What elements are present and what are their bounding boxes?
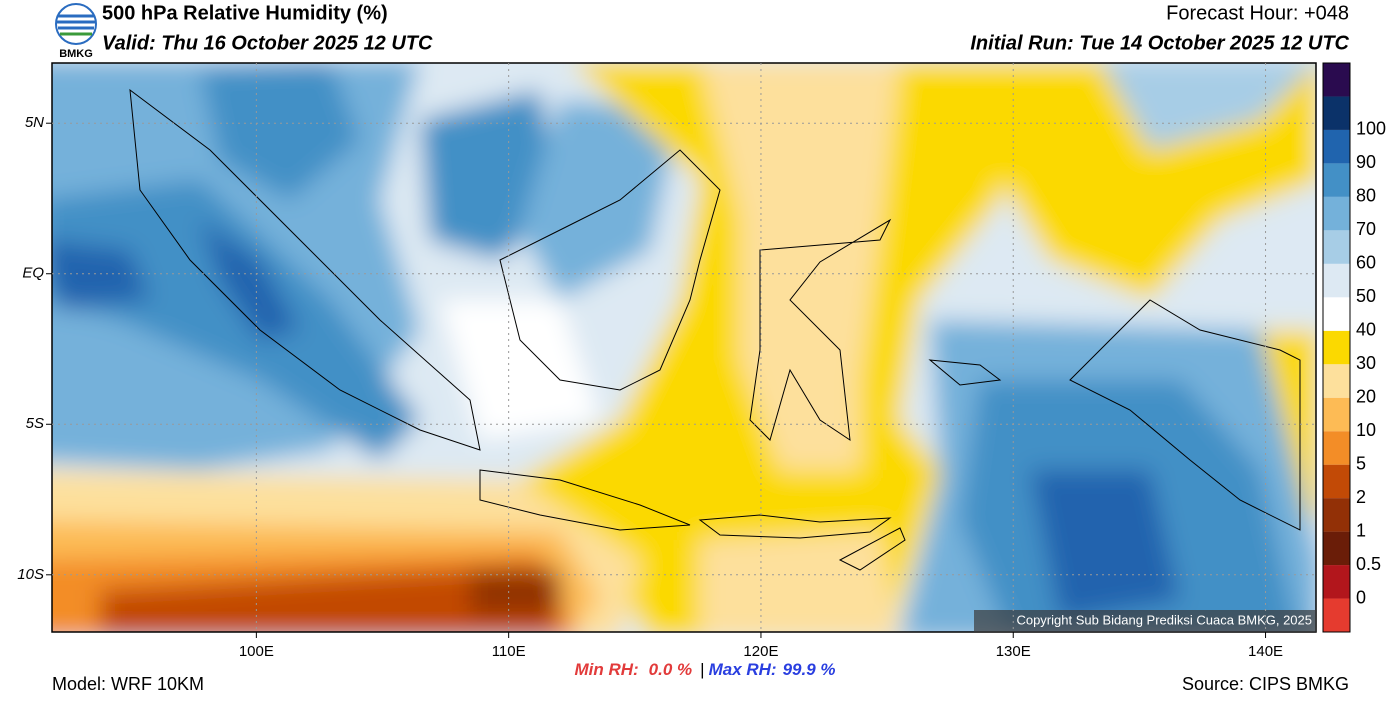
- y-tick-label: EQ: [22, 265, 44, 282]
- copyright: Copyright Sub Bidang Prediksi Cuaca BMKG…: [1016, 612, 1312, 627]
- colorbar-bin: [1323, 431, 1350, 465]
- colorbar-bin: [1323, 63, 1350, 97]
- min-label: Min RH:: [574, 660, 638, 679]
- colorbar-bin: [1323, 96, 1350, 130]
- colorbar-bin: [1323, 565, 1350, 599]
- colorbar-bin: [1323, 397, 1350, 432]
- humidity-area: [470, 570, 560, 615]
- humidity-area: [200, 63, 360, 200]
- logo: BMKG: [55, 3, 97, 60]
- humidity-area: [440, 300, 600, 440]
- x-tick-label: 130E: [996, 643, 1031, 660]
- colorbar-label: 40: [1356, 320, 1376, 340]
- colorbar-label: 100: [1356, 119, 1386, 139]
- colorbar-label: 60: [1356, 253, 1376, 273]
- colorbar-label: 1: [1356, 520, 1366, 540]
- humidity-area: [1101, 63, 1316, 150]
- colorbar-label: 80: [1356, 186, 1376, 206]
- colorbar-label: 70: [1356, 219, 1376, 239]
- colorbar-bin: [1323, 297, 1350, 331]
- colorbar-bin: [1323, 163, 1350, 197]
- colorbar-label: 0: [1356, 587, 1366, 607]
- colorbar-bin: [1323, 230, 1350, 264]
- colorbar-label: 2: [1356, 487, 1366, 507]
- source: Source: CIPS BMKG: [1182, 674, 1349, 694]
- separator: |: [700, 660, 704, 679]
- colorbar-label: 0.5: [1356, 554, 1381, 574]
- y-tick-label: 10S: [17, 566, 44, 583]
- initial-run: Initial Run: Tue 14 October 2025 12 UTC: [970, 32, 1349, 54]
- humidity-area: [200, 220, 300, 340]
- x-tick-label: 110E: [492, 643, 526, 660]
- y-tick-label: 5S: [26, 415, 44, 432]
- colorbar-label: 20: [1356, 386, 1376, 406]
- humidity-area: [1030, 470, 1180, 620]
- colorbar-label: 5: [1356, 453, 1366, 473]
- x-tick-label: 140E: [1248, 643, 1283, 660]
- humidity-area: [520, 100, 680, 300]
- coastlines: [129, 88, 1301, 571]
- copyright-box: [974, 610, 1316, 632]
- title: 500 hPa Relative Humidity (%): [102, 2, 388, 24]
- min-value: 0.0 %: [649, 660, 692, 679]
- colorbar-frame: [1322, 62, 1351, 633]
- humidity-area: [700, 530, 899, 632]
- x-tick-label: 120E: [743, 643, 778, 660]
- forecast-hour: Forecast Hour: +048: [1166, 2, 1349, 24]
- colorbar-bin: [1323, 330, 1350, 365]
- colorbar-bin: [1323, 531, 1350, 566]
- logo-text: BMKG: [59, 48, 93, 60]
- humidity-area: [52, 241, 150, 310]
- humidity-area: [700, 63, 900, 470]
- max-value: 99.9 %: [783, 660, 836, 679]
- colorbar-bin: [1323, 129, 1350, 164]
- colorbar-label: 30: [1356, 353, 1376, 373]
- humidity-area: [100, 565, 558, 632]
- model: Model: WRF 10KM: [52, 674, 204, 694]
- colorbar-bin: [1323, 598, 1350, 632]
- colorbar-bin: [1323, 464, 1350, 499]
- colorbar-bin: [1323, 364, 1350, 398]
- colorbar-bin: [1323, 263, 1350, 298]
- y-tick-label: 5N: [25, 114, 44, 131]
- rh-stats: Min RH: 0.0 % | Max RH: 99.9 %: [574, 660, 835, 679]
- colorbar-label: 10: [1356, 420, 1376, 440]
- valid-time: Valid: Thu 16 October 2025 12 UTC: [102, 32, 433, 54]
- max-label: Max RH:: [709, 660, 777, 679]
- x-tick-label: 100E: [239, 643, 274, 660]
- colorbar-label: 90: [1356, 152, 1376, 172]
- colorbar-bin: [1323, 498, 1350, 532]
- colorbar-label: 50: [1356, 286, 1376, 306]
- colorbar-bin: [1323, 196, 1350, 231]
- map-frame: [51, 62, 1317, 633]
- humidity-area: [52, 180, 420, 460]
